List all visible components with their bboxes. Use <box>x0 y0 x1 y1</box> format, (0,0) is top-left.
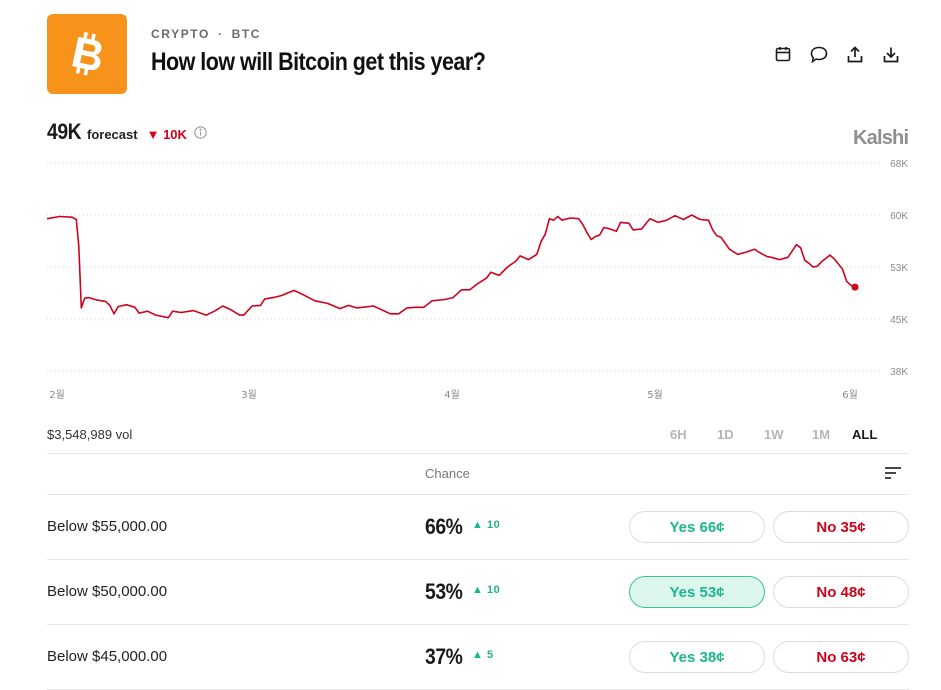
y-tick-label: 38K <box>890 367 908 378</box>
breadcrumb-ticker[interactable]: BTC <box>231 27 262 41</box>
range-selector: 6H 1D 1W 1M ALL <box>670 427 877 442</box>
bitcoin-logo <box>47 14 127 94</box>
info-button[interactable] <box>194 125 207 139</box>
yes-button[interactable]: Yes 38¢ <box>629 641 765 673</box>
change-down-arrow-icon: ▼ <box>146 127 160 142</box>
y-tick-label: 60K <box>890 211 908 222</box>
forecast-summary: 49K forecast ▼ 10K <box>47 119 207 145</box>
divider <box>47 494 909 495</box>
chance-column-header: Chance <box>425 466 470 481</box>
x-tick-label: 6월 <box>842 389 858 401</box>
row-delta-value: 10 <box>486 519 501 531</box>
range-1d[interactable]: 1D <box>717 427 734 442</box>
sort-button[interactable] <box>884 466 902 485</box>
breadcrumb-separator: · <box>217 27 224 41</box>
price-line <box>46 214 856 319</box>
share-button[interactable] <box>846 44 864 64</box>
row-chance: 37% <box>425 644 463 669</box>
calendar-button[interactable] <box>774 44 792 64</box>
row-delta-value: 10 <box>486 584 501 596</box>
row-delta: ▲ 10 <box>472 519 500 531</box>
breadcrumb-category[interactable]: CRYPTO <box>151 27 210 41</box>
delta-up-arrow-icon: ▲ <box>472 584 484 596</box>
row-delta-value: 5 <box>486 649 494 661</box>
no-button[interactable]: No 35¢ <box>773 511 909 543</box>
x-tick-label: 3월 <box>241 389 257 401</box>
range-1m[interactable]: 1M <box>812 427 831 442</box>
info-icon <box>194 125 207 139</box>
comment-button[interactable] <box>810 44 828 64</box>
header-actions <box>774 44 900 64</box>
delta-up-arrow-icon: ▲ <box>472 649 484 661</box>
row-delta: ▲ 5 <box>472 649 494 661</box>
forecast-value: 49K <box>47 119 82 144</box>
no-button[interactable]: No 63¢ <box>773 641 909 673</box>
range-6h[interactable]: 6H <box>670 427 687 442</box>
divider <box>47 624 909 625</box>
row-label: Below $50,000.00 <box>47 583 168 600</box>
kalshi-brand: Kalshi <box>853 127 909 149</box>
forecast-change: ▼ 10K <box>147 127 187 142</box>
last-point-marker <box>851 283 859 291</box>
row-chance: 53% <box>425 579 463 604</box>
calendar-icon <box>775 47 791 62</box>
divider <box>47 559 909 560</box>
range-all[interactable]: ALL <box>852 427 878 442</box>
row-label: Below $45,000.00 <box>47 648 168 665</box>
download-button[interactable] <box>882 44 900 64</box>
x-tick-label: 2월 <box>49 389 65 401</box>
x-tick-label: 4월 <box>444 389 460 401</box>
y-tick-label: 53K <box>890 263 908 274</box>
no-button[interactable]: No 48¢ <box>773 576 909 608</box>
x-tick-label: 5월 <box>647 389 663 401</box>
volume-label: $3,548,989 vol <box>47 427 133 442</box>
range-1w[interactable]: 1W <box>764 427 784 442</box>
delta-up-arrow-icon: ▲ <box>472 519 484 531</box>
share-icon <box>847 45 863 62</box>
forecast-label: forecast <box>87 127 138 142</box>
forecast-change-value: 10K <box>163 127 187 142</box>
sort-icon <box>885 467 901 479</box>
row-chance: 66% <box>425 514 463 539</box>
row-label: Below $55,000.00 <box>47 518 168 535</box>
y-tick-label: 45K <box>890 315 908 326</box>
row-delta: ▲ 10 <box>472 584 500 596</box>
page-title: How low will Bitcoin get this year? <box>151 48 486 76</box>
y-tick-label: 68K <box>890 159 908 170</box>
yes-button[interactable]: Yes 66¢ <box>629 511 765 543</box>
yes-button[interactable]: Yes 53¢ <box>629 576 765 608</box>
price-chart: 68K 60K 53K 45K 38K 2월 3월 4월 5월 6월 <box>46 159 908 401</box>
comment-icon <box>810 46 828 63</box>
download-icon <box>883 47 899 62</box>
bitcoin-icon <box>72 32 102 76</box>
breadcrumb: CRYPTO · BTC <box>151 27 261 41</box>
divider <box>47 453 909 454</box>
